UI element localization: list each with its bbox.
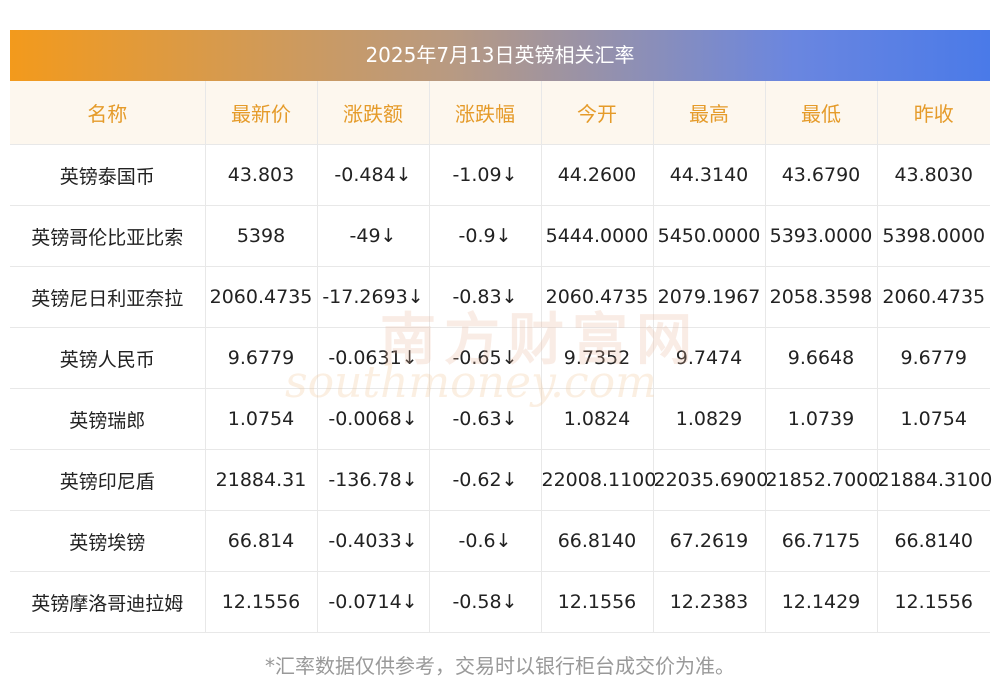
cell-name: 英镑尼日利亚奈拉 xyxy=(10,266,206,328)
header-high: 最高 xyxy=(653,81,766,145)
cell-open: 44.2600 xyxy=(541,144,654,206)
cell-high: 9.7474 xyxy=(653,327,766,389)
cell-change-percent: -1.09↓ xyxy=(429,144,542,206)
table-row: 英镑哥伦比亚比索 5398 -49↓ -0.9↓ 5444.0000 5450.0000 5… xyxy=(10,205,990,267)
cell-open: 2060.4735 xyxy=(541,266,654,328)
cell-low: 1.0739 xyxy=(765,388,878,450)
cell-prev-close: 21884.3100 xyxy=(877,449,992,511)
cell-latest-price: 12.1556 xyxy=(205,571,318,633)
table-row: 英镑泰国币 43.803 -0.484↓ -1.09↓ 44.2600 44.3140 43… xyxy=(10,144,990,206)
cell-prev-close: 9.6779 xyxy=(877,327,990,389)
cell-prev-close: 2060.4735 xyxy=(877,266,990,328)
cell-prev-close: 12.1556 xyxy=(877,571,990,633)
cell-prev-close: 66.8140 xyxy=(877,510,990,572)
header-low: 最低 xyxy=(765,81,878,145)
table-row: 英镑尼日利亚奈拉 2060.4735 -17.2693↓ -0.83↓ 2060.473… xyxy=(10,266,990,328)
cell-low: 12.1429 xyxy=(765,571,878,633)
cell-high: 12.2383 xyxy=(653,571,766,633)
header-prev-close: 昨收 xyxy=(877,81,990,145)
cell-open: 22008.1100 xyxy=(541,449,656,511)
cell-open: 12.1556 xyxy=(541,571,654,633)
disclaimer-note: *汇率数据仅供参考，交易时以银行柜台成交价为准。 xyxy=(265,654,735,678)
cell-change-amount: -0.0631↓ xyxy=(317,327,430,389)
cell-low: 21852.7000 xyxy=(765,449,880,511)
cell-change-percent: -0.6↓ xyxy=(429,510,542,572)
cell-open: 9.7352 xyxy=(541,327,654,389)
cell-low: 43.6790 xyxy=(765,144,878,206)
cell-latest-price: 43.803 xyxy=(205,144,318,206)
cell-high: 1.0829 xyxy=(653,388,766,450)
cell-low: 9.6648 xyxy=(765,327,878,389)
header-open: 今开 xyxy=(541,81,654,145)
table-row: 英镑人民币 9.6779 -0.0631↓ -0.65↓ 9.7352 9.7474 9.6… xyxy=(10,327,990,389)
cell-change-amount: -136.78↓ xyxy=(317,449,430,511)
cell-prev-close: 43.8030 xyxy=(877,144,990,206)
cell-open: 66.8140 xyxy=(541,510,654,572)
cell-high: 5450.0000 xyxy=(653,205,766,267)
cell-change-amount: -49↓ xyxy=(317,205,430,267)
table-row: 英镑摩洛哥迪拉姆 12.1556 -0.0714↓ -0.58↓ 12.1556 12.2… xyxy=(10,571,990,633)
cell-name: 英镑瑞郎 xyxy=(10,388,206,450)
cell-change-percent: -0.63↓ xyxy=(429,388,542,450)
page-title: 2025年7月13日英镑相关汇率 xyxy=(10,30,990,81)
cell-low: 66.7175 xyxy=(765,510,878,572)
cell-name: 英镑摩洛哥迪拉姆 xyxy=(10,571,206,633)
cell-low: 5393.0000 xyxy=(765,205,878,267)
cell-change-amount: -0.484↓ xyxy=(317,144,430,206)
cell-latest-price: 1.0754 xyxy=(205,388,318,450)
cell-latest-price: 2060.4735 xyxy=(205,266,318,328)
cell-prev-close: 5398.0000 xyxy=(877,205,990,267)
cell-high: 2079.1967 xyxy=(653,266,766,328)
cell-high: 44.3140 xyxy=(653,144,766,206)
cell-latest-price: 9.6779 xyxy=(205,327,318,389)
cell-change-percent: -0.62↓ xyxy=(429,449,542,511)
cell-name: 英镑哥伦比亚比索 xyxy=(10,205,206,267)
cell-name: 英镑埃镑 xyxy=(10,510,206,572)
cell-change-percent: -0.58↓ xyxy=(429,571,542,633)
cell-low: 2058.3598 xyxy=(765,266,878,328)
cell-change-percent: -0.65↓ xyxy=(429,327,542,389)
cell-change-amount: -17.2693↓ xyxy=(317,266,430,328)
table-row: 英镑埃镑 66.814 -0.4033↓ -0.6↓ 66.8140 67.2619 66.… xyxy=(10,510,990,572)
cell-latest-price: 66.814 xyxy=(205,510,318,572)
cell-name: 英镑人民币 xyxy=(10,327,206,389)
cell-change-amount: -0.0714↓ xyxy=(317,571,430,633)
cell-high: 22035.6900 xyxy=(653,449,768,511)
cell-change-amount: -0.4033↓ xyxy=(317,510,430,572)
table-row: 英镑印尼盾 21884.31 -136.78↓ -0.62↓ 22008.1100 220… xyxy=(10,449,992,511)
cell-latest-price: 21884.31 xyxy=(205,449,318,511)
cell-open: 1.0824 xyxy=(541,388,654,450)
cell-latest-price: 5398 xyxy=(205,205,318,267)
header-change-amount: 涨跌额 xyxy=(317,81,430,145)
header-name: 名称 xyxy=(10,81,206,145)
header-change-percent: 涨跌幅 xyxy=(429,81,542,145)
cell-change-amount: -0.0068↓ xyxy=(317,388,430,450)
cell-name: 英镑泰国币 xyxy=(10,144,206,206)
cell-open: 5444.0000 xyxy=(541,205,654,267)
table-row: 英镑瑞郎 1.0754 -0.0068↓ -0.63↓ 1.0824 1.0829 1.07… xyxy=(10,388,990,450)
header-latest-price: 最新价 xyxy=(205,81,318,145)
cell-change-percent: -0.83↓ xyxy=(429,266,542,328)
cell-name: 英镑印尼盾 xyxy=(10,449,206,511)
cell-change-percent: -0.9↓ xyxy=(429,205,542,267)
exchange-rate-table: 名称 最新价 涨跌额 涨跌幅 今开 最高 最低 昨收 英镑泰国币 43.803 -0… xyxy=(10,81,992,633)
table-header-row: 名称 最新价 涨跌额 涨跌幅 今开 最高 最低 昨收 xyxy=(10,81,990,145)
cell-high: 67.2619 xyxy=(653,510,766,572)
cell-prev-close: 1.0754 xyxy=(877,388,990,450)
